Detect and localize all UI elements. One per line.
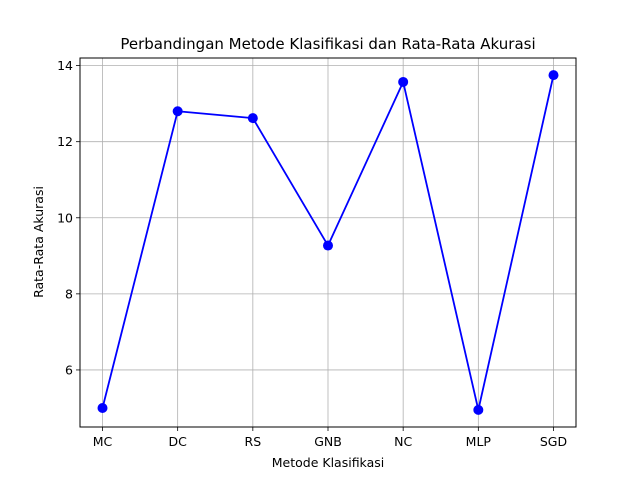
x-tick-label: SGD: [540, 434, 567, 449]
x-tick-label: GNB: [314, 434, 342, 449]
y-tick-label: 10: [57, 210, 73, 225]
data-point-dc: [172, 106, 183, 117]
y-axis-label: Rata-Rata Akurasi: [31, 186, 46, 298]
x-tick-label: MLP: [466, 434, 492, 449]
y-tick-label: 8: [65, 286, 73, 301]
data-point-mlp: [473, 404, 484, 415]
data-point-nc: [398, 76, 409, 87]
chart-title: Perbandingan Metode Klasifikasi dan Rata…: [120, 35, 535, 53]
x-axis-label: Metode Klasifikasi: [272, 455, 384, 470]
y-tick-label: 14: [57, 58, 73, 73]
y-tick-label: 12: [57, 134, 73, 149]
data-point-gnb: [323, 240, 333, 251]
x-tick-label: RS: [245, 434, 262, 449]
x-tick-label: MC: [93, 434, 113, 449]
data-point-mc: [97, 402, 108, 413]
data-point-sgd: [548, 70, 559, 81]
axis-ticks: MC DC RS GNB NC MLP SGD 6 8 10 12 14: [57, 58, 567, 449]
data-points: [97, 70, 559, 415]
y-tick-label: 6: [65, 362, 73, 377]
data-point-rs: [247, 113, 258, 124]
x-tick-label: DC: [168, 434, 187, 449]
x-tick-label: NC: [394, 434, 412, 449]
